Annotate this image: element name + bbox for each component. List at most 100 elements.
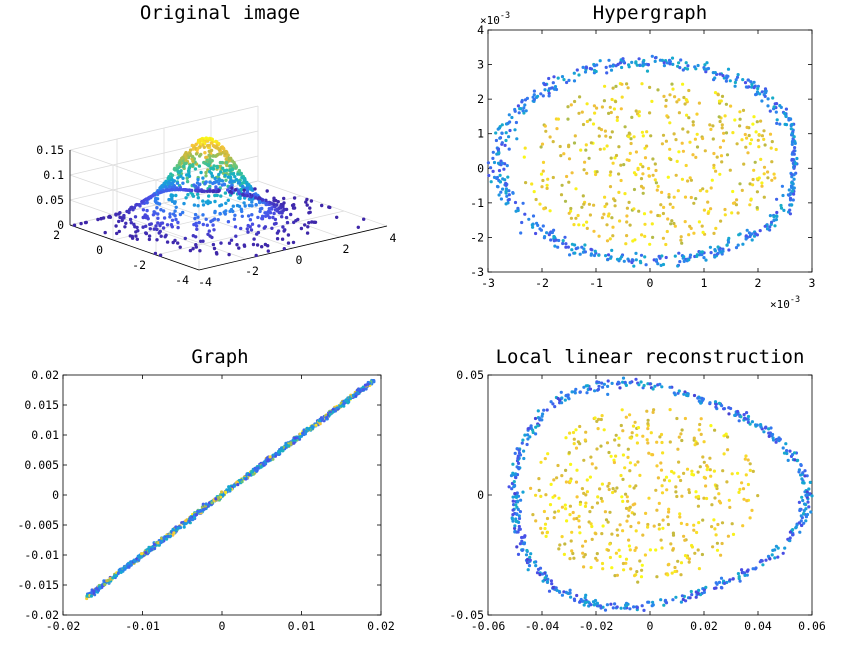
llr-point [655,464,659,468]
llr-point [616,533,620,537]
hypergraph-point [703,63,707,67]
y-tick-label: 4 [477,23,484,37]
llr-point [511,462,515,466]
original-point [242,243,246,247]
llr-point [639,380,643,384]
llr-point [634,484,638,488]
graph-point [176,526,180,530]
hypergraph-point [609,255,613,259]
hypergraph-point [641,186,645,190]
hypergraph-point [755,120,759,124]
y-axis-line [69,224,200,271]
hypergraph-point [532,190,536,194]
llr-point [680,594,685,598]
original-point [249,228,254,232]
hypergraph-point [572,79,577,83]
hypergraph-point [507,193,511,197]
llr-point [577,525,582,529]
llr-point [738,579,742,583]
llr-point [759,425,763,429]
hypergraph-point [733,80,738,85]
llr-point [614,551,619,555]
hypergraph-point [672,195,676,199]
hypergraph-point [792,149,796,153]
graph-point [227,485,231,489]
llr-point [568,591,572,595]
original-point [250,204,254,208]
hypergraph-point [572,223,576,227]
llr-point [674,595,678,599]
llr-point [513,484,517,488]
hypergraph-point [634,150,639,154]
hypergraph-point [641,64,645,68]
hypergraph-point [675,159,679,163]
llr-point [636,460,640,464]
llr-point [769,426,773,430]
hypergraph-point [507,113,511,117]
hypergraph-point [738,182,742,186]
llr-point [537,416,541,420]
graph-point [152,542,156,547]
llr-point [528,555,532,560]
original-point [230,186,234,190]
llr-point [804,493,808,497]
hypergraph-point [676,189,680,193]
llr-point [803,474,807,478]
llr-point [620,495,624,499]
hypergraph-point [623,192,627,196]
llr-point [568,479,573,483]
llr-point [601,385,605,389]
original-point [202,160,206,165]
hypergraph-point [713,71,717,75]
llr-point [543,457,547,461]
hypergraph-point [606,257,610,261]
hypergraph-point [748,203,752,207]
hypergraph-point [672,221,676,226]
hypergraph-point [662,94,666,98]
original-point [185,179,190,184]
original-point [214,251,219,255]
llr-point [767,427,771,431]
hypergraph-point [736,243,740,247]
hypergraph-point [582,168,586,172]
hypergraph-point [598,59,602,63]
hypergraph-point [721,74,725,78]
hypergraph-point [637,209,641,213]
hypergraph-point [655,188,659,192]
hypergraph-point [688,253,693,257]
llr-point [621,429,625,433]
hypergraph-point [532,98,537,102]
x-tick-label: 0 [296,253,303,267]
hypergraph-point [609,170,613,174]
llr-point [515,545,519,549]
hypergraph-point [745,228,749,232]
hypergraph-point [608,135,613,139]
llr-point [613,574,617,578]
hypergraph-point [736,73,740,77]
hypergraph-point [591,122,596,126]
llr-point [578,502,582,506]
llr-point [662,603,666,607]
llr-point [679,561,684,565]
llr-point [683,416,688,421]
hypergraph-point [617,145,621,149]
hypergraph-point [587,202,592,206]
original-point [218,160,223,165]
hypergraph-point [720,126,724,130]
hypergraph-point [788,196,793,200]
llr-point [529,424,533,428]
llr-point [730,522,734,526]
hypergraph-point [541,94,545,98]
hypergraph-point [752,86,756,90]
original-point [207,229,211,233]
llr-point [708,456,712,460]
hypergraph-point [604,254,608,258]
graph-point [201,507,205,512]
hypergraph-point [553,244,557,248]
hypergraph-point [764,91,768,95]
hypergraph-point [547,94,551,98]
hypergraph-point [504,189,508,194]
hypergraph-point [648,111,652,115]
original-point [236,181,241,185]
original-point [250,200,254,204]
